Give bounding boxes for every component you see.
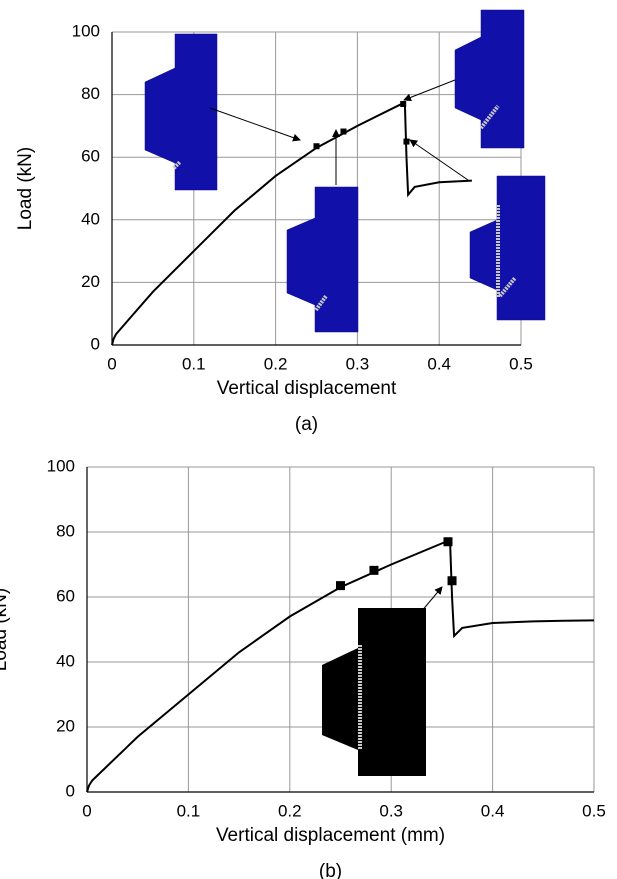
x-tick-label: 0.3: [346, 354, 370, 373]
marker: [314, 143, 320, 149]
marker: [403, 139, 409, 145]
marker: [336, 581, 345, 590]
y-tick-label: 40: [56, 651, 75, 670]
x-tick-label: 0.2: [264, 354, 288, 373]
mesh-inset: [322, 608, 426, 776]
y-tick-label: 60: [56, 586, 75, 605]
mesh-inset: [287, 187, 358, 332]
caption: (b): [319, 861, 342, 879]
x-tick-label: 0.5: [582, 801, 606, 820]
y-tick-label: 20: [81, 272, 100, 291]
x-tick-label: 0.5: [509, 354, 533, 373]
marker: [443, 537, 452, 546]
y-tick-label: 60: [81, 147, 100, 166]
y-tick-label: 80: [81, 84, 100, 103]
mesh-inset: [145, 34, 217, 190]
x-tick-label: 0.3: [379, 801, 403, 820]
x-tick-label: 0: [82, 801, 91, 820]
figure: 0 20 40 60 80 100 0 0.1 0.2 0.3 0.4 0.5 Vertical dis…: [0, 0, 617, 879]
caption: (a): [295, 414, 318, 435]
mesh-inset: [455, 10, 524, 148]
y-tick-label: 0: [91, 334, 100, 353]
x-tick-label: 0.1: [177, 801, 201, 820]
y-tick-label: 100: [72, 21, 100, 40]
x-tick-label: 0.1: [182, 354, 206, 373]
y-axis-title: Load (kN): [15, 147, 36, 230]
x-tick-label: 0.2: [278, 801, 302, 820]
marker: [340, 129, 346, 135]
y-tick-label: 80: [56, 521, 75, 540]
marker: [369, 566, 378, 575]
marker: [448, 576, 457, 585]
mesh-inset: [470, 176, 545, 320]
marker: [400, 101, 406, 107]
y-tick-label: 0: [66, 781, 75, 800]
y-tick-label: 20: [56, 716, 75, 735]
y-axis-title: Load (kN): [0, 588, 11, 671]
x-tick-label: 0: [107, 354, 116, 373]
y-tick-label: 100: [47, 456, 75, 475]
arrow: [404, 80, 455, 100]
y-tick-label: 40: [81, 209, 100, 228]
x-axis-title: Vertical displacement (mm): [216, 825, 445, 846]
x-tick-label: 0.4: [481, 801, 505, 820]
x-axis-title: Vertical displacement: [217, 378, 397, 399]
x-tick-label: 0.4: [427, 354, 451, 373]
arrow: [210, 108, 300, 140]
plot-b: 0 20 40 60 80 100 0 0.1 0.2 0.3 0.4 0.5 Vertical dis…: [0, 456, 606, 879]
